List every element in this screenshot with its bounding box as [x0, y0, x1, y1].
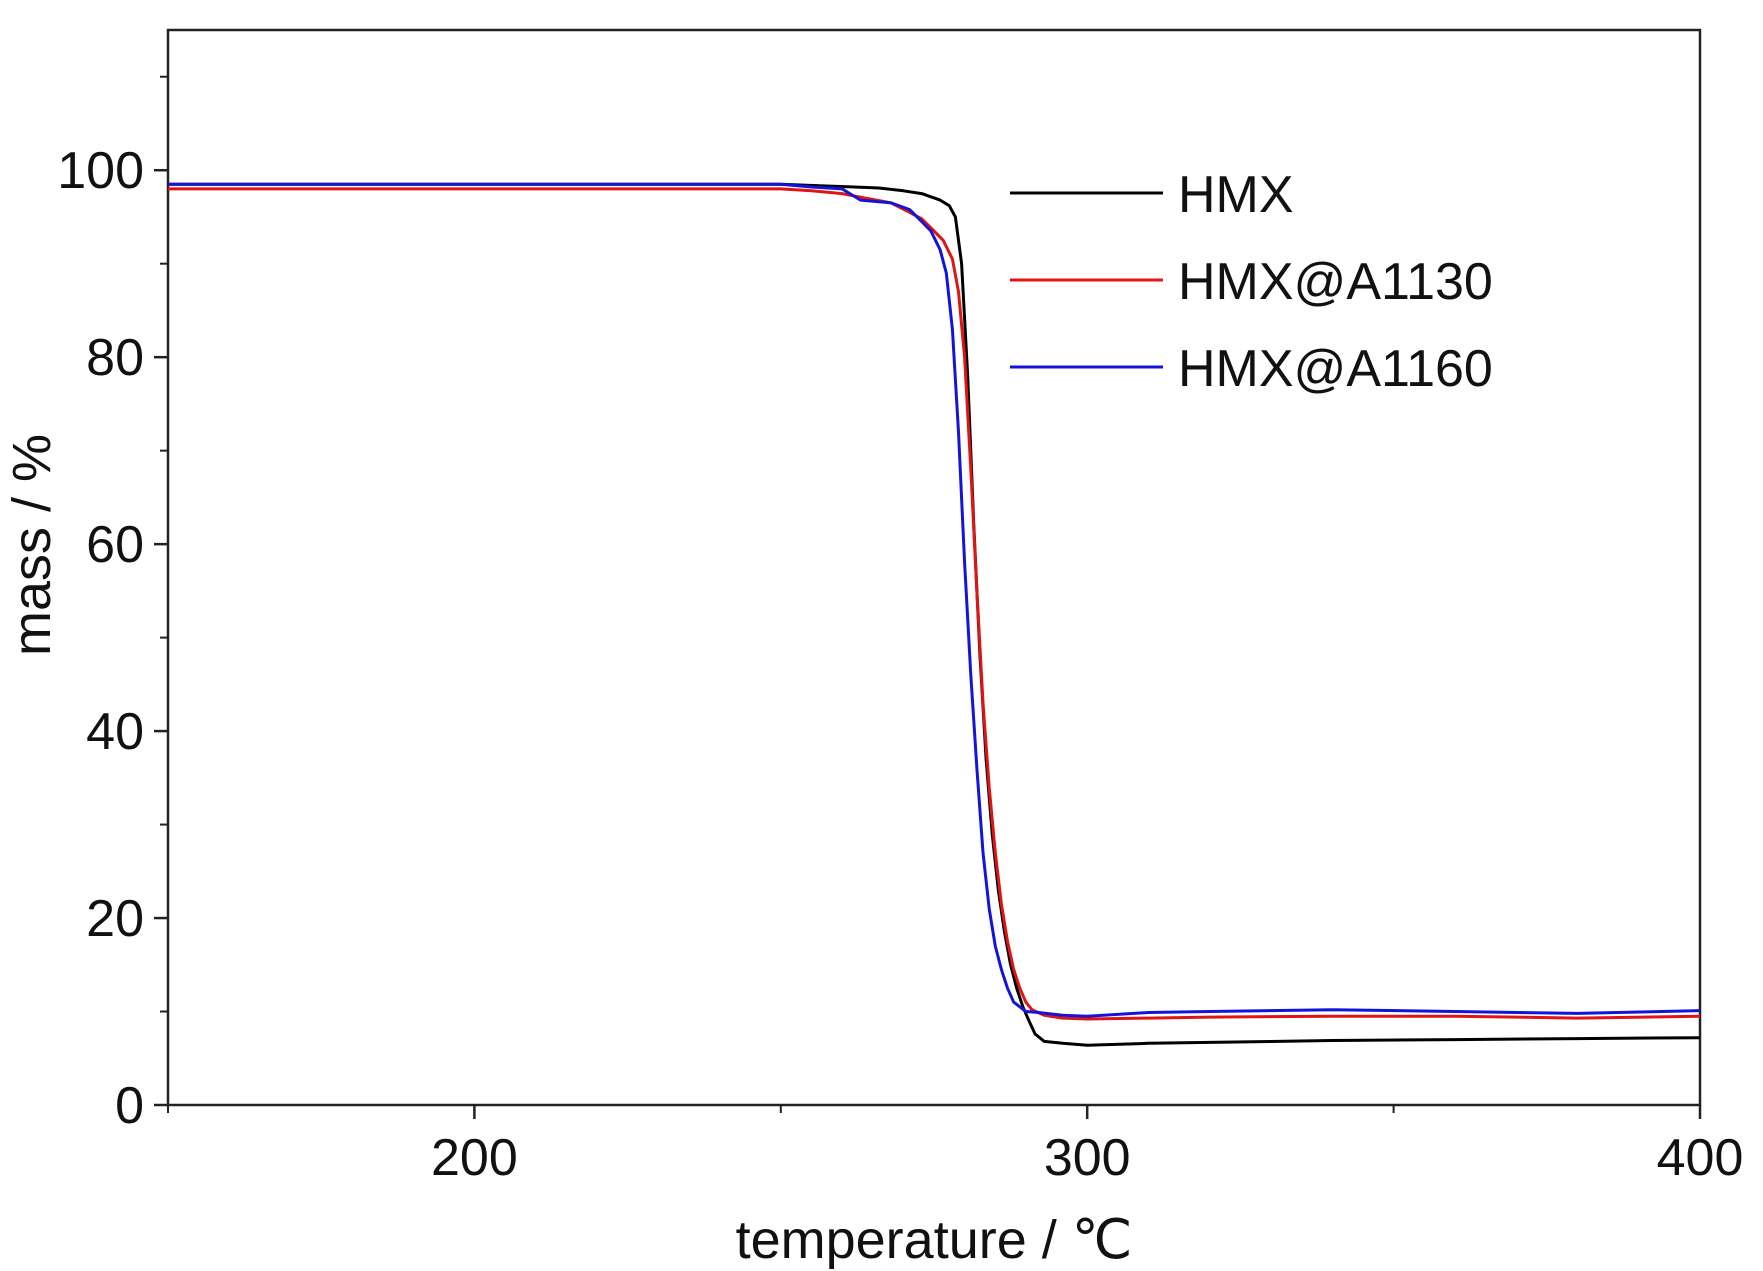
x-axis-label: temperature / ℃: [736, 1210, 1133, 1270]
series-line-0: [168, 182, 1701, 1047]
axis-ticks: [154, 75, 1702, 1119]
y-tick-label: 60: [86, 516, 144, 574]
x-tick-label: 200: [431, 1129, 518, 1187]
x-tick-label: 400: [1657, 1129, 1744, 1187]
plot-frame: [166, 28, 1702, 1107]
y-tick-label: 100: [57, 142, 144, 200]
y-tick-label: 0: [115, 1077, 144, 1135]
series-line-1: [168, 187, 1701, 1021]
legend-label-1: HMX@A1130: [1178, 253, 1493, 311]
series-line-2: [168, 182, 1701, 1018]
y-tick-label: 40: [86, 703, 144, 761]
tick-labels: 200 300 400 0 20 40 60 80 100: [57, 142, 1743, 1187]
legend: HMX HMX@A1130 HMX@A1160: [1010, 166, 1493, 398]
series-lines: [168, 182, 1701, 1047]
y-axis-label: mass / %: [2, 434, 62, 656]
legend-label-0: HMX: [1178, 166, 1294, 224]
x-tick-label: 300: [1044, 1129, 1131, 1187]
y-tick-label: 80: [86, 329, 144, 387]
y-tick-label: 20: [86, 890, 144, 948]
legend-label-2: HMX@A1160: [1178, 340, 1493, 398]
